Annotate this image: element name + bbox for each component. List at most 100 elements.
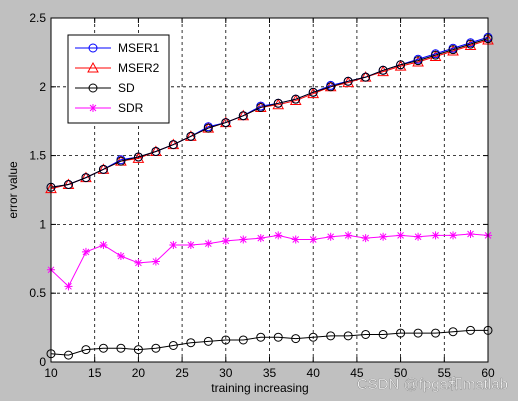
x-tick-label: 25	[175, 366, 189, 380]
sd-lower-point	[378, 329, 388, 339]
sd-point	[63, 179, 73, 189]
sdr-series	[47, 230, 492, 291]
sd-lower-point	[168, 340, 178, 350]
sd-point	[116, 156, 126, 166]
legend-box	[67, 34, 170, 124]
sdr-point	[64, 282, 73, 291]
legend-label: SD	[118, 81, 135, 95]
sd-lower-point	[308, 332, 318, 342]
legend-entry-sdr: SDR	[75, 101, 144, 115]
sdr-point	[256, 234, 265, 243]
legend: MSER1 MSER2 SD SDR	[67, 34, 170, 124]
x-tick-label: 10	[44, 366, 58, 380]
sd-lower-point	[448, 327, 458, 337]
sd-point	[168, 140, 178, 150]
sdr-point	[344, 231, 353, 240]
sd-point	[326, 82, 336, 92]
sdr-point	[116, 252, 125, 261]
sdr-point	[326, 232, 335, 241]
sd-point	[273, 98, 283, 108]
x-axis-label: training increasing	[211, 381, 308, 395]
mser1-line	[50, 36, 489, 188]
legend-swatch-marker	[87, 61, 99, 73]
y-tick-label: 2.5	[29, 11, 46, 25]
sd-lower-point	[81, 345, 91, 355]
sd-point	[343, 76, 353, 86]
sdr-point	[239, 235, 248, 244]
sd-line	[50, 38, 489, 188]
sd-lower-point	[186, 338, 196, 348]
sd-lower-point	[133, 345, 143, 355]
sdr-point	[379, 232, 388, 241]
y-tick-label: 1	[39, 217, 46, 231]
x-tick-label: 50	[394, 366, 408, 380]
sd-point	[151, 146, 161, 156]
sd-lower-point	[396, 328, 406, 338]
x-tick-label: 20	[132, 366, 146, 380]
x-tick-label: 60	[481, 366, 495, 380]
sdr-point	[99, 241, 108, 250]
legend-label: MSER1	[118, 41, 160, 55]
y-tick-label: 2	[39, 80, 46, 94]
sd-point	[238, 111, 248, 121]
y-axis-label: error value	[6, 161, 20, 219]
sd-point	[81, 173, 91, 183]
sdr-point	[134, 258, 143, 267]
axes: 10 15 20 25 30 35 40 45 50 55 60 0 0.5 1 1.5 2 2.5	[29, 11, 495, 380]
sdr-point	[221, 236, 230, 245]
sdr-point	[414, 232, 423, 241]
sdr-point	[361, 234, 370, 243]
sd-point	[448, 45, 458, 55]
sd-lower-point	[203, 336, 213, 346]
legend-swatch-marker	[89, 104, 97, 112]
sdr-point	[291, 235, 300, 244]
sd-lower-point	[291, 334, 301, 344]
x-tick-label: 55	[438, 366, 452, 380]
sd-lower-point	[431, 328, 441, 338]
sd-point	[291, 94, 301, 104]
sdr-point	[81, 247, 90, 256]
sdr-point	[396, 231, 405, 240]
sdr-point	[151, 257, 160, 266]
sd-lower-point	[98, 343, 108, 353]
legend-entry-sd: SD	[75, 81, 135, 95]
sdr-point	[186, 241, 195, 250]
sd-point	[186, 131, 196, 141]
sd-point	[466, 39, 476, 49]
x-tick-label: 45	[350, 366, 364, 380]
sd-lower-point	[466, 325, 476, 335]
legend-label: SDR	[118, 101, 144, 115]
sd-lower-point	[116, 343, 126, 353]
sd-lower-point	[273, 332, 283, 342]
sd-lower-point	[63, 350, 73, 360]
legend-swatch-marker	[88, 83, 98, 93]
sd-point	[396, 60, 406, 70]
x-tick-label: 40	[307, 366, 321, 380]
sdr-point	[169, 241, 178, 250]
watermark: CSDN @fpga和matlab	[357, 376, 508, 393]
sd-lower-point	[151, 343, 161, 353]
y-tick-label: 0.5	[29, 286, 46, 300]
sd-point	[378, 65, 388, 75]
sd-point	[308, 87, 318, 97]
sdr-point	[204, 239, 213, 248]
sd-lower-point	[361, 329, 371, 339]
legend-entry-mser2: MSER2	[75, 61, 160, 75]
sd-point	[361, 72, 371, 82]
sd-lower-point	[238, 335, 248, 345]
legend-entry-mser1: MSER1	[75, 41, 160, 55]
sd-point	[221, 118, 231, 128]
legend-label: MSER2	[118, 61, 160, 75]
sd-point	[413, 56, 423, 66]
y-tick-label: 1.5	[29, 149, 46, 163]
sdr-point	[309, 235, 318, 244]
sd-lower-point	[343, 331, 353, 341]
y-tick-label: 0	[39, 355, 46, 369]
sd-lower-point	[256, 332, 266, 342]
sd-point	[256, 102, 266, 112]
x-tick-label: 30	[219, 366, 233, 380]
sdr-point	[274, 231, 283, 240]
sdr-point	[466, 230, 475, 239]
sd-lower-line	[50, 329, 488, 356]
